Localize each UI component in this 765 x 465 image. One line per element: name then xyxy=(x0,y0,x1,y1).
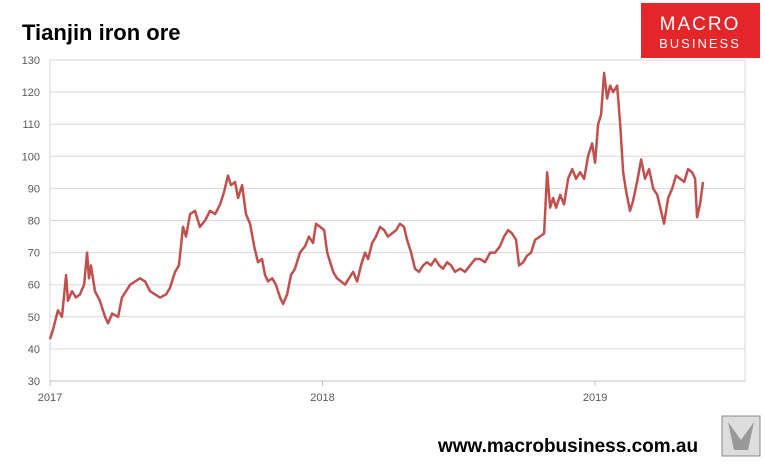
y-tick-label: 50 xyxy=(28,312,40,324)
x-tick-label: 2018 xyxy=(310,392,334,404)
chart-title: Tianjin iron ore xyxy=(22,20,181,45)
y-tick-label: 90 xyxy=(28,183,40,195)
logo-text: MACRO xyxy=(660,14,741,35)
data-line xyxy=(48,71,705,340)
x-tick-label: 2017 xyxy=(38,392,62,404)
y-tick-label: 120 xyxy=(22,87,40,99)
logo-box xyxy=(641,3,760,58)
footer: www.macrobusiness.com.au xyxy=(437,436,698,457)
y-tick-label: 70 xyxy=(28,248,40,260)
y-tick-label: 100 xyxy=(22,151,40,163)
y-tick-label: 40 xyxy=(28,344,40,356)
y-tick-label: 110 xyxy=(22,119,40,131)
logo-text: BUSINESS xyxy=(659,36,741,51)
y-tick-label: 80 xyxy=(28,216,40,228)
y-tick-label: 60 xyxy=(28,280,40,292)
y-tick-label: 30 xyxy=(28,376,40,388)
logo-icon xyxy=(728,422,754,450)
y-tick-label: 130 xyxy=(22,55,40,67)
x-tick-label: 2019 xyxy=(583,392,607,404)
